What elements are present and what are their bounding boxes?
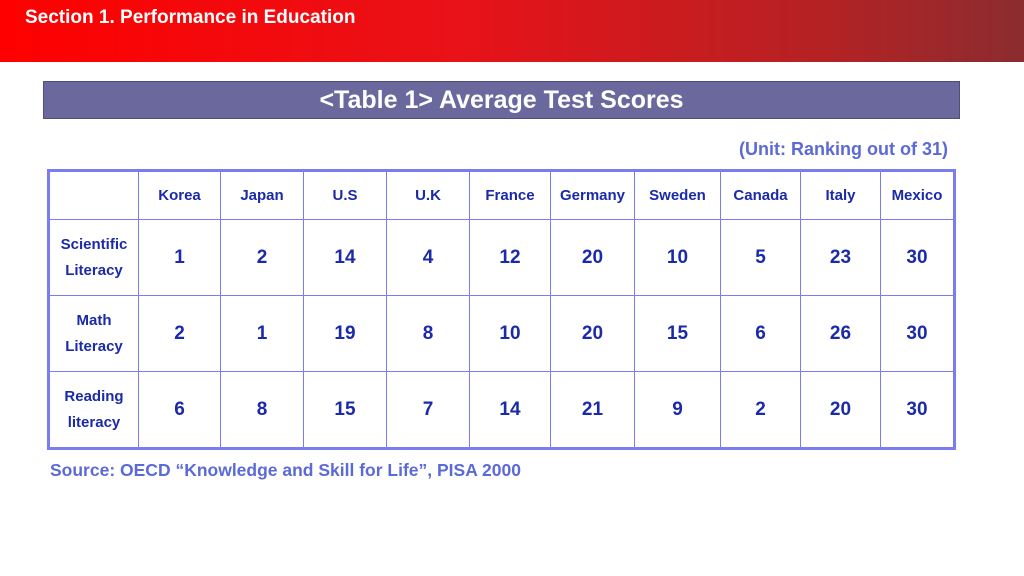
column-header: Germany — [550, 170, 635, 220]
table-cell: 6 — [138, 371, 221, 449]
table-title: <Table 1> Average Test Scores — [319, 86, 684, 114]
table-cell: 7 — [386, 371, 470, 449]
row-label: Reading literacy — [48, 371, 139, 449]
table-cell: 15 — [303, 371, 387, 449]
table-cell: 1 — [138, 219, 221, 296]
table-cell: 2 — [220, 219, 304, 296]
table-cell: 1 — [220, 295, 304, 372]
table-cell: 6 — [720, 295, 801, 372]
table-cell: 10 — [469, 295, 551, 372]
table-header-row: Korea Japan U.S U.K France Germany Swede… — [48, 170, 955, 220]
row-label-line: Scientific — [60, 235, 128, 253]
table-cell: 30 — [880, 219, 955, 296]
table-cell: 8 — [220, 371, 304, 449]
row-label-line: Reading — [64, 387, 124, 405]
column-header: U.K — [386, 170, 470, 220]
table-cell: 9 — [634, 371, 721, 449]
column-header: U.S — [303, 170, 387, 220]
table-cell: 14 — [469, 371, 551, 449]
table-cell: 5 — [720, 219, 801, 296]
table-cell: 30 — [880, 295, 955, 372]
table-row: Reading literacy 6 8 15 7 14 21 9 2 20 3… — [48, 371, 955, 449]
row-label-line: Literacy — [65, 261, 123, 279]
header-corner-cell — [48, 170, 139, 220]
table-cell: 21 — [550, 371, 635, 449]
column-header: Japan — [220, 170, 304, 220]
table-cell: 20 — [550, 219, 635, 296]
table-cell: 14 — [303, 219, 387, 296]
row-label-line: Literacy — [65, 337, 123, 355]
table-cell: 4 — [386, 219, 470, 296]
table-row: Scientific Literacy 1 2 14 4 12 20 10 5 … — [48, 219, 955, 296]
table-cell: 12 — [469, 219, 551, 296]
row-label: Math Literacy — [48, 295, 139, 372]
scores-table: Korea Japan U.S U.K France Germany Swede… — [47, 169, 956, 450]
section-title: Section 1. Performance in Education — [25, 7, 356, 28]
row-label-line: Math — [76, 311, 112, 329]
column-header: Canada — [720, 170, 801, 220]
table-title-bar: <Table 1> Average Test Scores — [43, 81, 960, 119]
table-cell: 2 — [720, 371, 801, 449]
scores-table-container: Korea Japan U.S U.K France Germany Swede… — [47, 169, 956, 450]
table-cell: 26 — [800, 295, 881, 372]
row-label-line: literacy — [67, 413, 121, 431]
source-citation: Source: OECD “Knowledge and Skill for Li… — [50, 460, 521, 480]
table-cell: 8 — [386, 295, 470, 372]
table-cell: 30 — [880, 371, 955, 449]
column-header: France — [469, 170, 551, 220]
row-label: Scientific Literacy — [48, 219, 139, 296]
table-cell: 15 — [634, 295, 721, 372]
column-header: Mexico — [880, 170, 955, 220]
table-cell: 2 — [138, 295, 221, 372]
column-header: Italy — [800, 170, 881, 220]
table-cell: 23 — [800, 219, 881, 296]
unit-note: (Unit: Ranking out of 31) — [739, 139, 948, 159]
column-header: Sweden — [634, 170, 721, 220]
column-header: Korea — [138, 170, 221, 220]
section-header-band: Section 1. Performance in Education — [0, 0, 1024, 62]
table-row: Math Literacy 2 1 19 8 10 20 15 6 26 30 — [48, 295, 955, 372]
table-cell: 19 — [303, 295, 387, 372]
table-cell: 20 — [550, 295, 635, 372]
table-cell: 10 — [634, 219, 721, 296]
table-cell: 20 — [800, 371, 881, 449]
